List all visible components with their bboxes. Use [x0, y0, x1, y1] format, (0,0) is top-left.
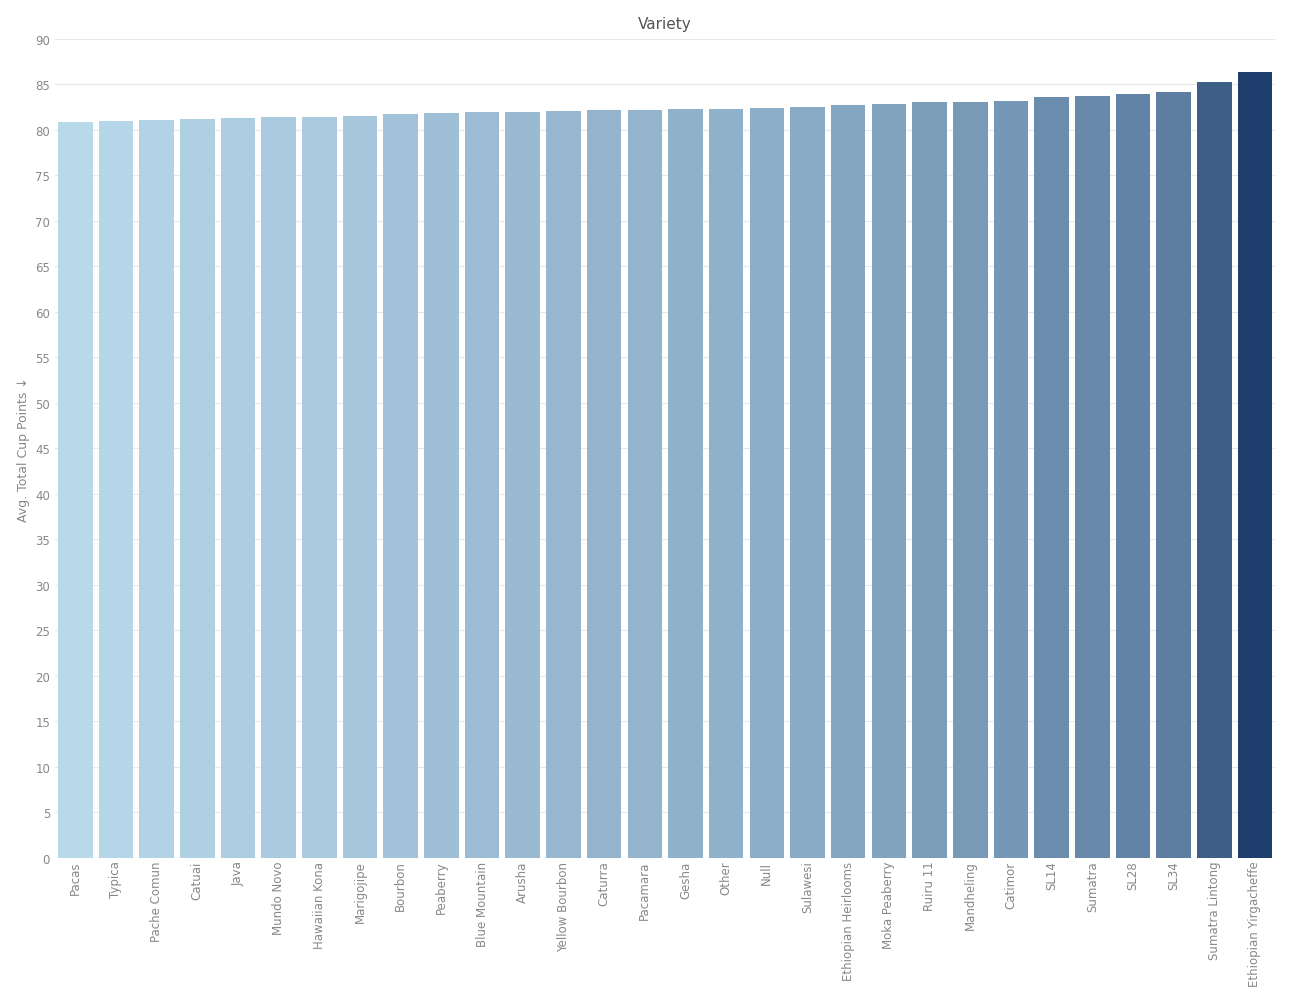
Bar	[1116, 95, 1150, 858]
Bar	[384, 115, 419, 858]
Bar	[587, 110, 621, 858]
Y-axis label: Avg. Total Cup Points ↓: Avg. Total Cup Points ↓	[17, 376, 30, 522]
Bar	[261, 118, 296, 858]
Bar	[1238, 73, 1273, 858]
Bar	[465, 113, 500, 858]
Bar	[1075, 97, 1110, 858]
Bar	[140, 120, 174, 858]
Bar	[912, 103, 947, 858]
Bar	[505, 112, 540, 858]
Bar	[872, 105, 906, 858]
Bar	[791, 108, 824, 858]
Bar	[424, 114, 459, 858]
Bar	[1035, 98, 1068, 858]
Bar	[628, 110, 662, 858]
Bar	[953, 102, 987, 858]
Bar	[831, 106, 866, 858]
Bar	[98, 121, 133, 858]
Title: Variety: Variety	[638, 17, 693, 32]
Bar	[302, 118, 337, 858]
Bar	[1196, 83, 1231, 858]
Bar	[58, 122, 93, 858]
Bar	[342, 117, 377, 858]
Bar	[709, 109, 743, 858]
Bar	[180, 119, 214, 858]
Bar	[749, 109, 784, 858]
Bar	[1156, 93, 1191, 858]
Bar	[221, 118, 256, 858]
Bar	[994, 101, 1028, 858]
Bar	[547, 111, 580, 858]
Bar	[668, 109, 703, 858]
